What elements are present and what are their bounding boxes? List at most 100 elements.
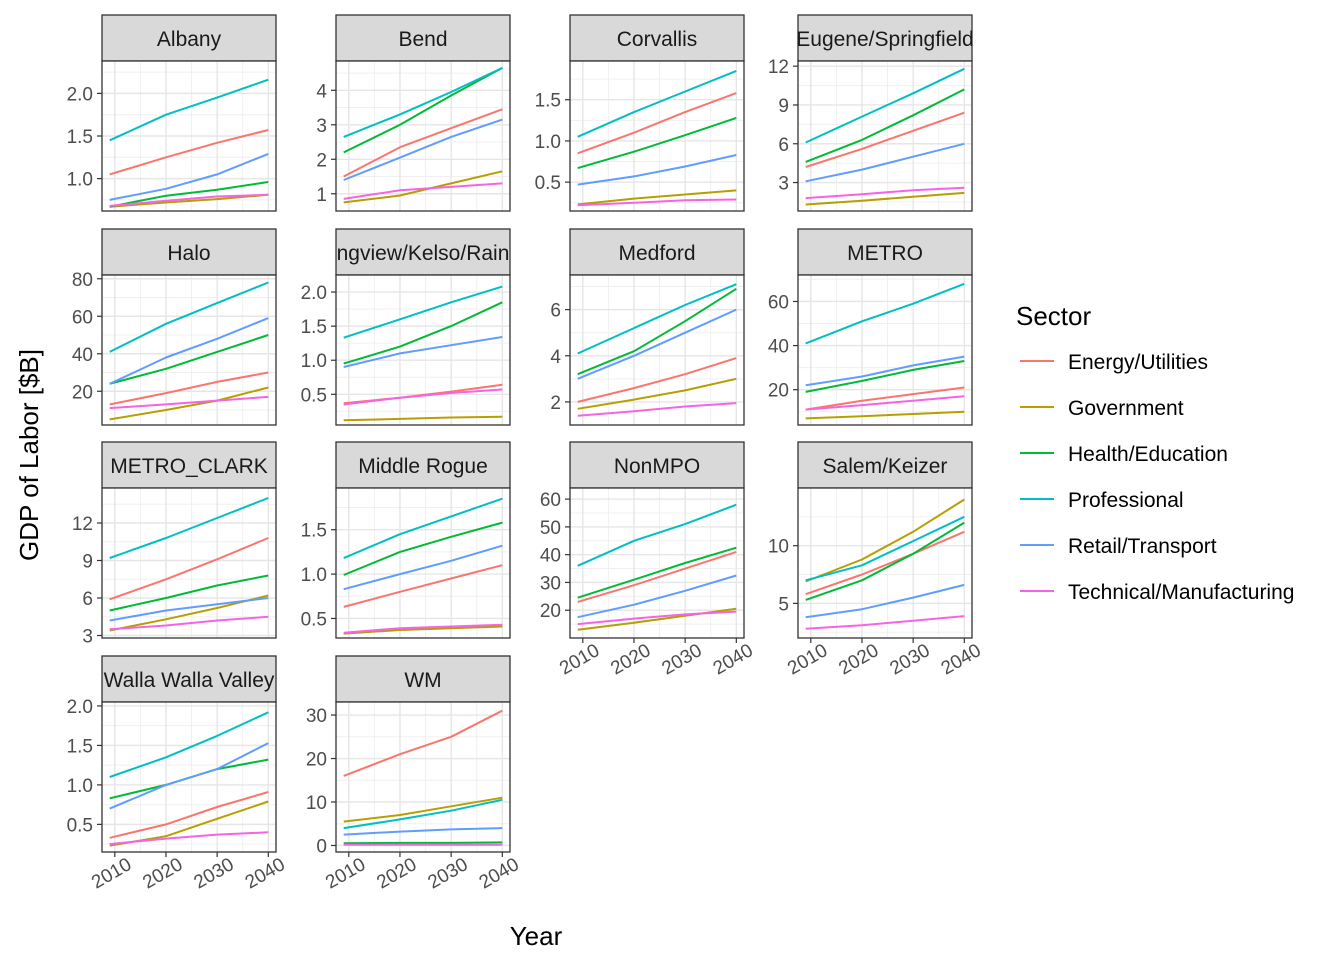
series-line <box>805 530 965 596</box>
y-tick-label: 1.0 <box>301 565 327 586</box>
y-tick-label: 0.5 <box>301 609 327 630</box>
series-line <box>109 791 269 839</box>
panel: METRO_CLARK 3 6 9 12 <box>72 441 277 648</box>
y-tick-label: 9 <box>778 96 789 117</box>
y-tick-label: 1.5 <box>301 521 327 542</box>
x-tick-label: 2010 <box>88 854 135 893</box>
y-tick-label: 3 <box>316 116 327 137</box>
series-line <box>109 386 269 421</box>
series-line <box>109 78 269 142</box>
y-tick-label: 40 <box>768 337 789 358</box>
y-tick-label: 12 <box>768 57 789 78</box>
y-tick-label: 4 <box>550 347 561 368</box>
y-tick-label: 6 <box>82 589 93 610</box>
x-tick-label: 2030 <box>191 854 238 893</box>
plot-area <box>570 488 744 638</box>
panel: Bend 1 2 3 4 <box>316 14 511 212</box>
series-line <box>109 193 269 207</box>
panel: Eugene/Springfield 3 6 9 12 <box>768 14 973 212</box>
series-line <box>109 615 269 631</box>
series-line <box>577 402 737 417</box>
panel-border <box>569 274 745 426</box>
series-line <box>343 182 503 200</box>
facet-label: Walla Walla Valley <box>104 669 275 692</box>
facet-label: Middle Rogue <box>358 455 488 478</box>
y-tick-label: 4 <box>316 81 327 102</box>
y-tick-label: 0 <box>316 836 327 857</box>
x-tick-label: 2030 <box>659 640 706 679</box>
y-tick-label: 50 <box>540 518 561 539</box>
panel: Medford 2 4 6 <box>550 228 745 426</box>
series-line <box>577 283 737 355</box>
x-tick-label: 2020 <box>139 854 186 893</box>
facet-strip <box>335 441 511 489</box>
y-tick-label: 3 <box>82 627 93 648</box>
series-line <box>109 497 269 559</box>
series-line <box>109 597 269 622</box>
series-line <box>805 142 965 183</box>
y-tick-label: 2.0 <box>67 84 93 105</box>
legend-label: Retail/Transport <box>1068 535 1217 558</box>
facet-label: METRO_CLARK <box>110 455 268 478</box>
series-line <box>343 827 503 836</box>
legend: Sector Energy/Utilities Government Health/… <box>1016 301 1294 604</box>
facet-label: METRO <box>847 242 923 265</box>
panel-border <box>797 487 973 639</box>
x-tick-label: 2020 <box>373 854 420 893</box>
y-tick-label: 80 <box>72 270 93 291</box>
y-tick-label: 0.5 <box>67 815 93 836</box>
series-line <box>109 181 269 208</box>
facet-strip <box>335 14 511 62</box>
y-tick-label: 30 <box>540 573 561 594</box>
panel-border <box>335 487 511 639</box>
series-line <box>805 395 965 411</box>
y-tick-label: 12 <box>72 514 93 535</box>
series-line <box>805 583 965 619</box>
legend-label: Professional <box>1068 489 1184 512</box>
series-line <box>109 742 269 810</box>
series-line <box>343 623 503 634</box>
series-line <box>577 189 737 206</box>
series-line <box>577 92 737 155</box>
series-line <box>109 334 269 385</box>
y-tick-label: 60 <box>540 490 561 511</box>
series-line <box>109 152 269 201</box>
y-tick-label: 1.0 <box>301 351 327 372</box>
series-line <box>805 191 965 206</box>
panel: Salem/Keizer 5 10 2010 2020 2030 2040 <box>768 441 985 679</box>
series-line <box>343 796 503 823</box>
series-line <box>805 410 965 420</box>
series-line <box>343 108 503 178</box>
panel-border <box>797 60 973 212</box>
series-line <box>577 550 737 603</box>
series-line <box>343 66 503 138</box>
x-tick-label: 2010 <box>556 640 603 679</box>
panel-border <box>335 701 511 853</box>
facet-label: NonMPO <box>614 455 700 478</box>
y-tick-label: 6 <box>550 301 561 322</box>
series-line <box>343 497 503 560</box>
series-line <box>805 67 965 144</box>
x-tick-label: 2020 <box>607 640 654 679</box>
x-tick-label: 2030 <box>887 640 934 679</box>
series-line <box>343 544 503 591</box>
legend-label: Government <box>1068 397 1184 420</box>
series-line <box>577 198 737 207</box>
series-line <box>577 308 737 380</box>
facet-strip <box>335 655 511 703</box>
y-tick-label: 20 <box>768 381 789 402</box>
facet-strip <box>797 14 973 62</box>
series-line <box>109 711 269 778</box>
y-tick-label: 1.0 <box>67 170 93 191</box>
panel-border <box>101 487 277 639</box>
x-tick-label: 2040 <box>476 854 523 893</box>
facet-label: Eugene/Springfield <box>796 28 973 51</box>
series-line <box>577 574 737 619</box>
series-line <box>577 610 737 626</box>
facet-label: Bend <box>398 28 447 51</box>
legend-label: Technical/Manufacturing <box>1068 581 1294 604</box>
y-tick-label: 30 <box>306 706 327 727</box>
y-tick-label: 1.5 <box>67 736 93 757</box>
panel: Longview/Kelso/Rainier 0.5 1.0 1.5 2.0 <box>301 228 511 426</box>
